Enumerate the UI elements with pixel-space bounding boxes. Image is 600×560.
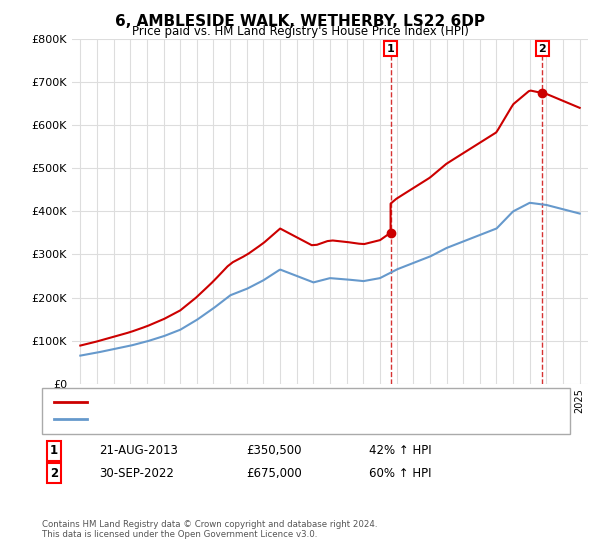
Text: 2: 2 bbox=[50, 466, 58, 480]
Text: £675,000: £675,000 bbox=[246, 466, 302, 480]
Text: Contains HM Land Registry data © Crown copyright and database right 2024.
This d: Contains HM Land Registry data © Crown c… bbox=[42, 520, 377, 539]
Text: 60% ↑ HPI: 60% ↑ HPI bbox=[369, 466, 431, 480]
Text: HPI: Average price, detached house, Leeds: HPI: Average price, detached house, Leed… bbox=[95, 414, 329, 424]
Text: 21-AUG-2013: 21-AUG-2013 bbox=[99, 444, 178, 458]
Text: 1: 1 bbox=[50, 444, 58, 458]
Text: 2: 2 bbox=[538, 44, 546, 54]
Text: £350,500: £350,500 bbox=[246, 444, 302, 458]
Text: 6, AMBLESIDE WALK, WETHERBY, LS22 6DP (detached house): 6, AMBLESIDE WALK, WETHERBY, LS22 6DP (d… bbox=[95, 396, 432, 407]
Text: 42% ↑ HPI: 42% ↑ HPI bbox=[369, 444, 431, 458]
Text: 6, AMBLESIDE WALK, WETHERBY, LS22 6DP: 6, AMBLESIDE WALK, WETHERBY, LS22 6DP bbox=[115, 14, 485, 29]
Text: 30-SEP-2022: 30-SEP-2022 bbox=[99, 466, 174, 480]
Text: 1: 1 bbox=[387, 44, 394, 54]
Text: Price paid vs. HM Land Registry's House Price Index (HPI): Price paid vs. HM Land Registry's House … bbox=[131, 25, 469, 38]
